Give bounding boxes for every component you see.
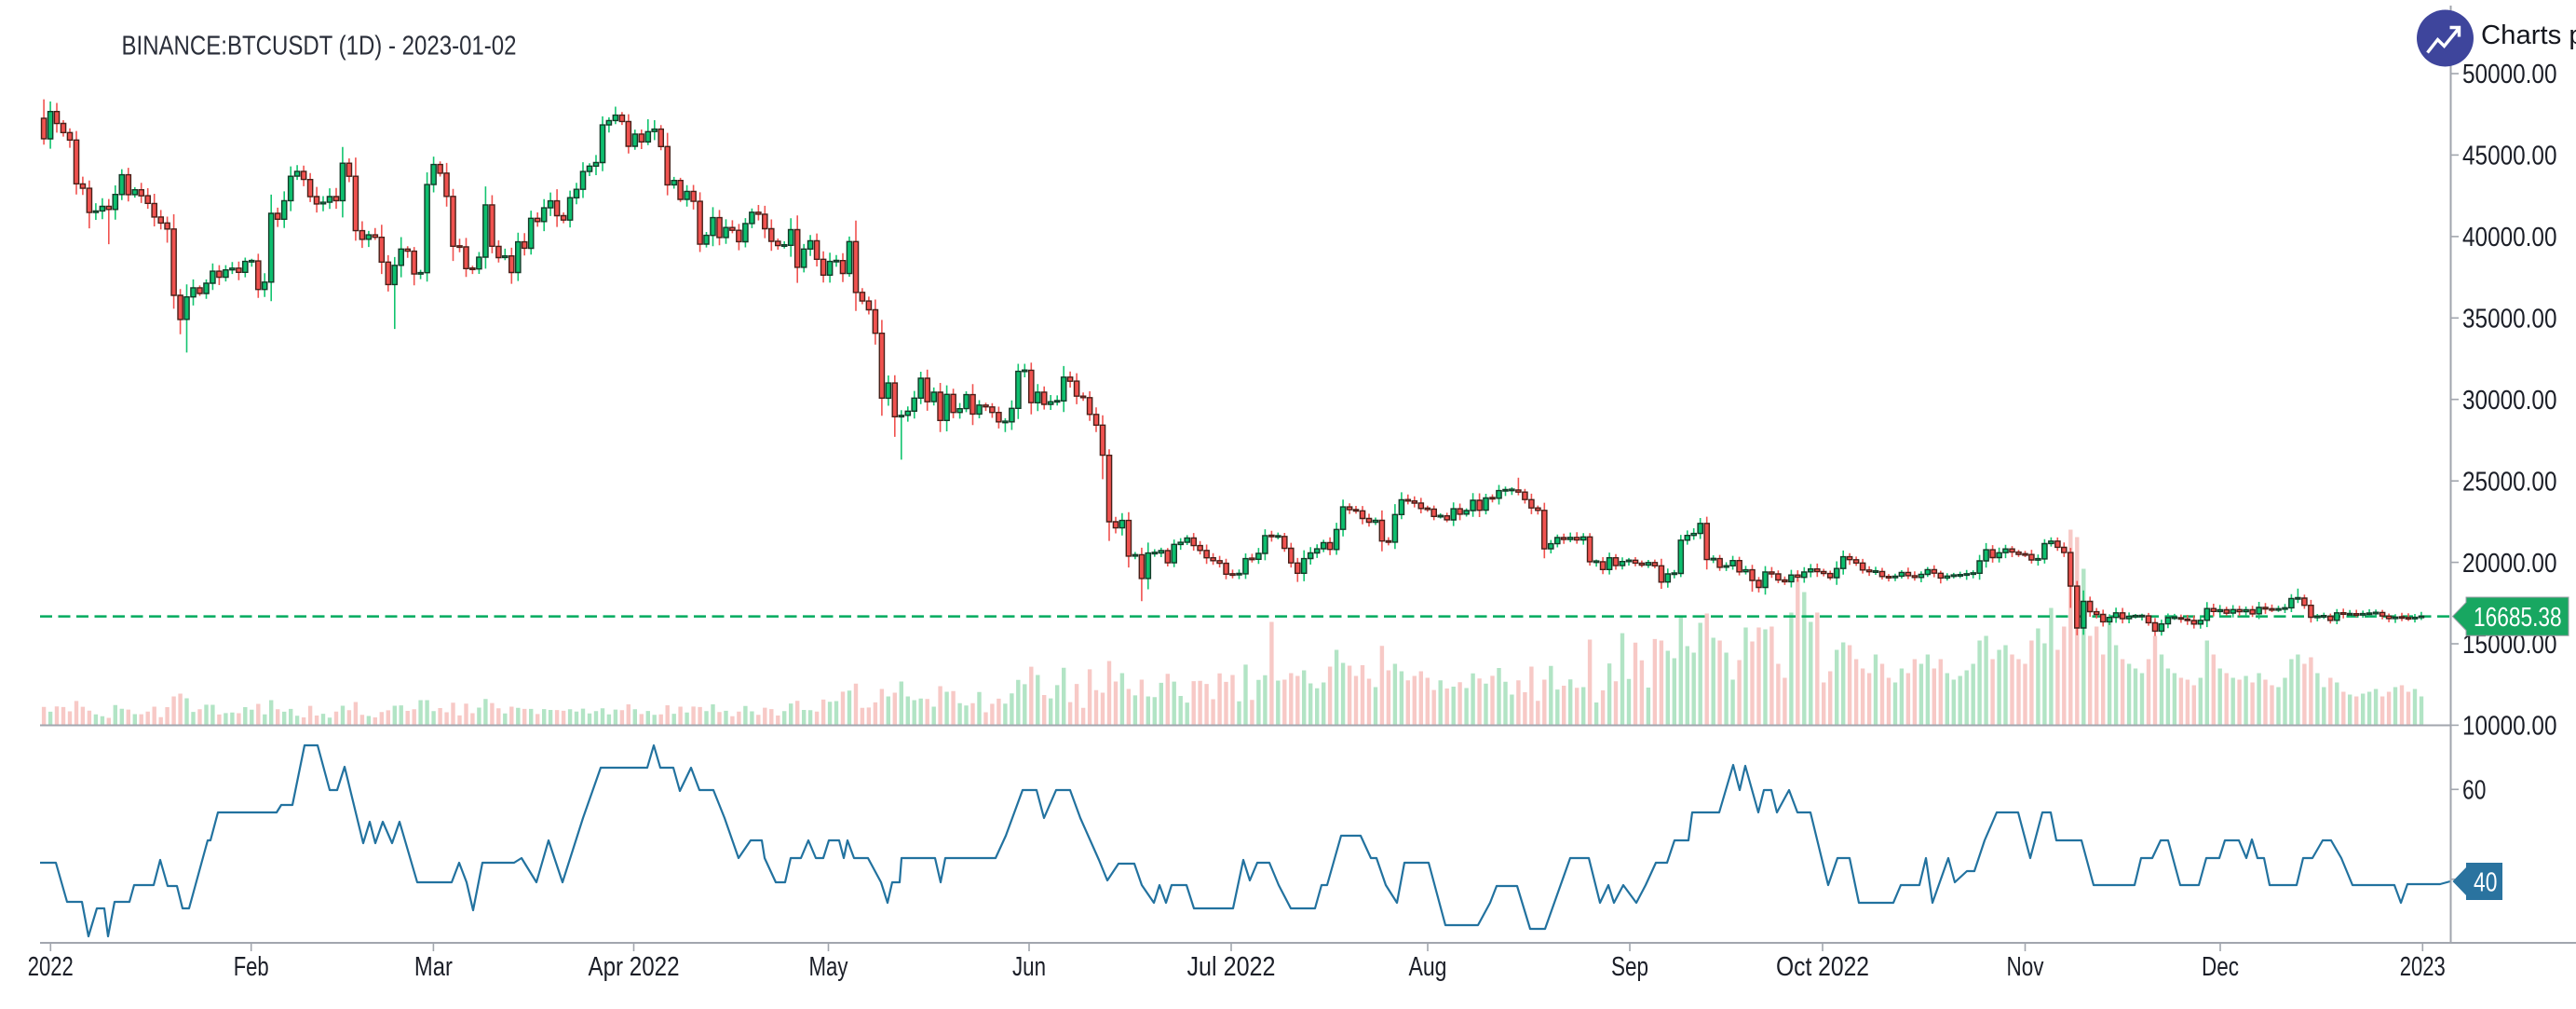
svg-text:Feb: Feb (234, 952, 269, 982)
svg-text:Dec: Dec (2202, 952, 2239, 982)
svg-text:40: 40 (2474, 867, 2497, 897)
svg-text:45000.00: 45000.00 (2462, 142, 2557, 171)
svg-text:Mar: Mar (414, 952, 453, 982)
svg-text:Charts po: Charts po (2481, 20, 2576, 50)
svg-text:May: May (809, 952, 848, 982)
svg-text:Sep: Sep (1611, 952, 1648, 982)
svg-text:60: 60 (2462, 776, 2486, 806)
svg-text:35000.00: 35000.00 (2462, 305, 2557, 334)
svg-text:25000.00: 25000.00 (2462, 467, 2557, 497)
svg-text:Oct 2022: Oct 2022 (1776, 952, 1869, 982)
svg-text:50000.00: 50000.00 (2462, 60, 2557, 89)
svg-text:BINANCE:BTCUSDT (1D) - 2023-01: BINANCE:BTCUSDT (1D) - 2023-01-02 (122, 32, 517, 61)
svg-text:Aug: Aug (1409, 952, 1447, 982)
svg-text:Apr 2022: Apr 2022 (589, 952, 680, 982)
svg-text:Jul 2022: Jul 2022 (1187, 952, 1276, 982)
svg-text:30000.00: 30000.00 (2462, 386, 2557, 416)
svg-text:Nov: Nov (2007, 952, 2044, 982)
svg-text:20000.00: 20000.00 (2462, 549, 2557, 579)
svg-text:40000.00: 40000.00 (2462, 223, 2557, 252)
svg-text:10000.00: 10000.00 (2462, 712, 2557, 742)
svg-text:16685.38: 16685.38 (2474, 603, 2562, 633)
svg-text:2022: 2022 (28, 952, 74, 982)
svg-text:Jun: Jun (1012, 952, 1046, 982)
svg-text:2023: 2023 (2400, 952, 2446, 982)
